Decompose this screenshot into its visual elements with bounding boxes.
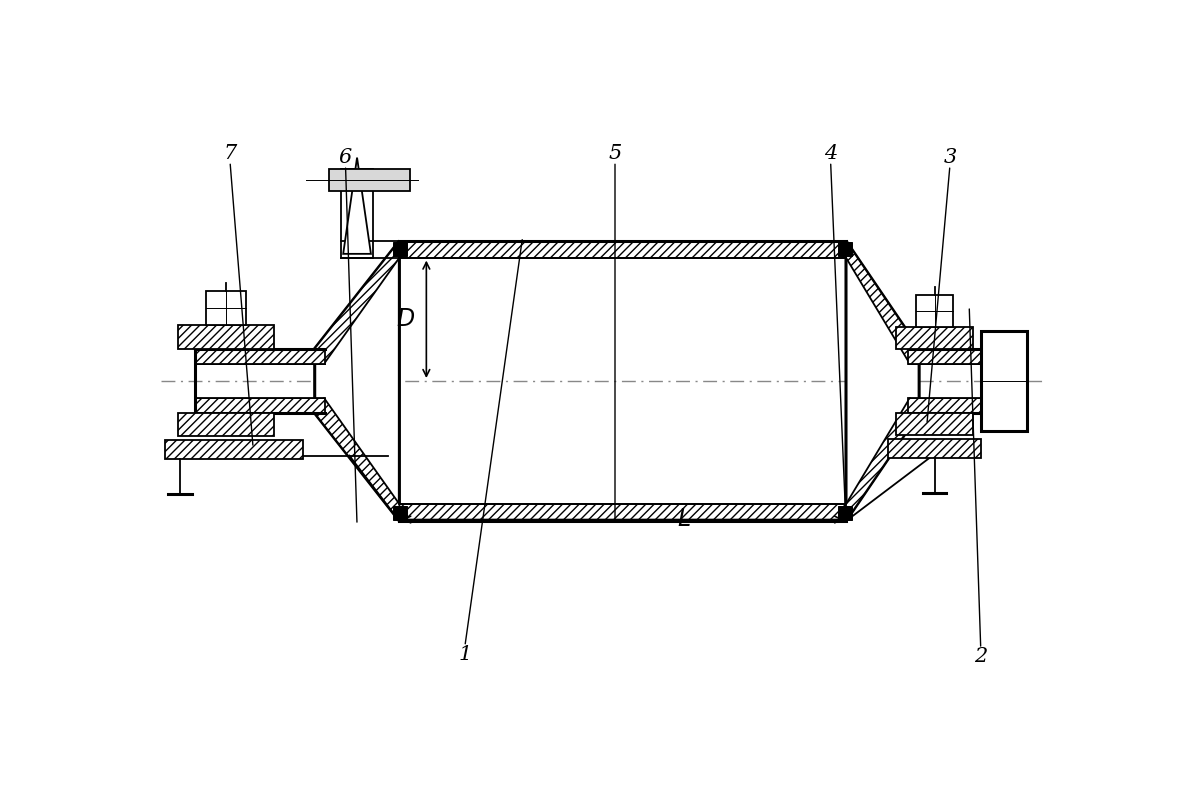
Bar [394,242,407,256]
Bar [908,398,980,414]
Polygon shape [846,398,919,521]
Polygon shape [343,158,371,254]
Bar [178,326,275,349]
Polygon shape [314,241,400,364]
Bar [206,291,246,326]
Bar [341,169,373,258]
Bar [980,331,1027,431]
Text: L: L [678,507,691,531]
Bar [916,294,953,327]
Bar [908,349,980,364]
Bar [164,440,304,459]
Bar [178,414,275,436]
Bar [400,504,846,521]
Bar [839,506,852,519]
Text: D: D [396,307,415,331]
Bar [400,241,846,258]
Bar [329,169,410,190]
Text: 7: 7 [223,144,236,163]
Text: 1: 1 [458,645,472,664]
Polygon shape [314,241,400,521]
Bar [896,414,973,435]
Text: 3: 3 [943,148,956,167]
Polygon shape [846,241,919,521]
Text: 5: 5 [608,144,622,163]
Text: 6: 6 [338,148,352,167]
Bar [888,438,980,458]
Bar [896,327,973,349]
Polygon shape [314,398,400,521]
Bar [394,506,407,519]
Polygon shape [846,241,919,364]
Bar [196,349,325,364]
Text: 4: 4 [824,144,838,163]
Text: 2: 2 [974,647,988,666]
Bar [196,398,325,414]
Bar [839,242,852,256]
